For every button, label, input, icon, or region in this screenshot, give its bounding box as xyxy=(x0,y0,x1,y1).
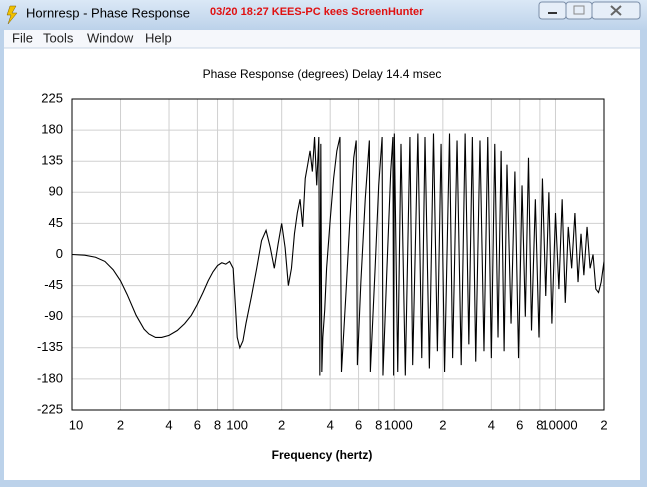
x-tick-label: 100 xyxy=(226,417,248,432)
x-tick-label: 1000 xyxy=(384,417,413,432)
overlay-text: 03/20 18:27 KEES-PC kees ScreenHunter xyxy=(210,6,424,18)
y-tick-label: -225 xyxy=(37,401,63,416)
window-title: Hornresp - Phase Response xyxy=(26,5,190,20)
y-tick-label: 0 xyxy=(56,246,63,261)
y-tick-label: -90 xyxy=(44,308,63,323)
menu-item[interactable]: Tools xyxy=(43,30,74,45)
x-tick-label: 4 xyxy=(327,417,334,432)
x-tick-label: 8 xyxy=(375,417,382,432)
x-tick-label: 6 xyxy=(516,417,523,432)
x-tick-label: 2 xyxy=(600,417,607,432)
y-tick-label: 225 xyxy=(41,90,63,105)
x-tick-label: 6 xyxy=(194,417,201,432)
x-axis-label: Frequency (hertz) xyxy=(272,448,373,462)
right-frame xyxy=(640,30,647,487)
bottom-frame xyxy=(0,480,647,487)
phase-line xyxy=(71,133,605,376)
x-tick-label: 8 xyxy=(214,417,221,432)
y-tick-label: 180 xyxy=(41,122,63,137)
x-tick-label: 2 xyxy=(278,417,285,432)
chart-title: Phase Response (degrees) Delay 14.4 msec xyxy=(203,67,442,81)
x-tick-label: 8 xyxy=(536,417,543,432)
close-icon xyxy=(610,5,622,16)
x-tick-label: 6 xyxy=(355,417,362,432)
y-tick-label: -180 xyxy=(37,370,63,385)
x-tick-label: 4 xyxy=(165,417,172,432)
maximize-button[interactable] xyxy=(565,1,593,20)
x-tick-label: 10000 xyxy=(541,417,577,432)
x-tick-label: 10 xyxy=(69,417,83,432)
menu-bar xyxy=(0,30,647,48)
x-tick-label: 2 xyxy=(117,417,124,432)
minimize-button[interactable] xyxy=(538,1,567,20)
y-tick-label: 45 xyxy=(49,215,63,230)
y-tick-label: -45 xyxy=(44,277,63,292)
menu-item[interactable]: Window xyxy=(87,30,134,45)
menu-item[interactable]: File xyxy=(12,30,33,45)
app-icon xyxy=(6,5,18,25)
y-tick-label: 90 xyxy=(49,184,63,199)
maximize-icon xyxy=(573,5,585,15)
menu-item[interactable]: Help xyxy=(145,30,172,45)
left-frame xyxy=(0,30,4,487)
y-tick-label: 135 xyxy=(41,153,63,168)
x-tick-label: 4 xyxy=(488,417,495,432)
y-tick-label: -135 xyxy=(37,339,63,354)
x-tick-label: 2 xyxy=(439,417,446,432)
